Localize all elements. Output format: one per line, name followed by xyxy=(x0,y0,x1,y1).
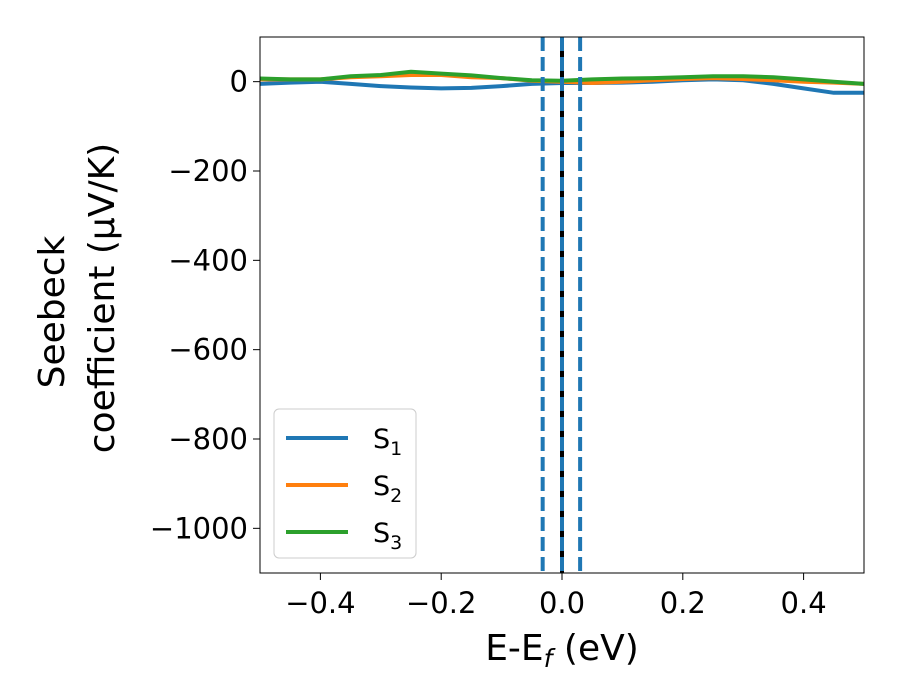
legend-label-s1: S1 xyxy=(373,424,402,460)
y-tick-label: −600 xyxy=(168,333,248,367)
x-axis-label: E-Ef (eV) xyxy=(485,628,639,673)
legend-label-s3: S3 xyxy=(373,518,402,554)
x-tick-label: −0.4 xyxy=(285,586,355,620)
reference-lines xyxy=(540,37,583,573)
y-tick-label: −200 xyxy=(168,154,248,188)
x-tick-label: 0.4 xyxy=(781,586,827,620)
x-axis-ticks: −0.4 −0.2 0.0 0.2 0.4 xyxy=(285,573,827,620)
y-tick-label: 0 xyxy=(230,65,248,99)
x-tick-label: 0.2 xyxy=(660,586,706,620)
y-axis-ticks: 0 −200 −400 −600 −800 −1000 xyxy=(150,65,260,545)
x-tick-label: 0.0 xyxy=(539,586,585,620)
legend-label-s2: S2 xyxy=(373,471,402,507)
legend: S1 S2 S3 xyxy=(273,408,417,559)
y-axis-label: Seebeck coefficient (μV/K) xyxy=(32,143,123,453)
y-tick-label: −800 xyxy=(168,422,248,456)
y-tick-label: −1000 xyxy=(150,511,248,545)
y-axis-label-line2: coefficient (μV/K) xyxy=(82,143,123,453)
x-tick-label: −0.2 xyxy=(406,586,476,620)
y-axis-label-line1: Seebeck xyxy=(32,235,73,388)
y-tick-label: −400 xyxy=(168,243,248,277)
